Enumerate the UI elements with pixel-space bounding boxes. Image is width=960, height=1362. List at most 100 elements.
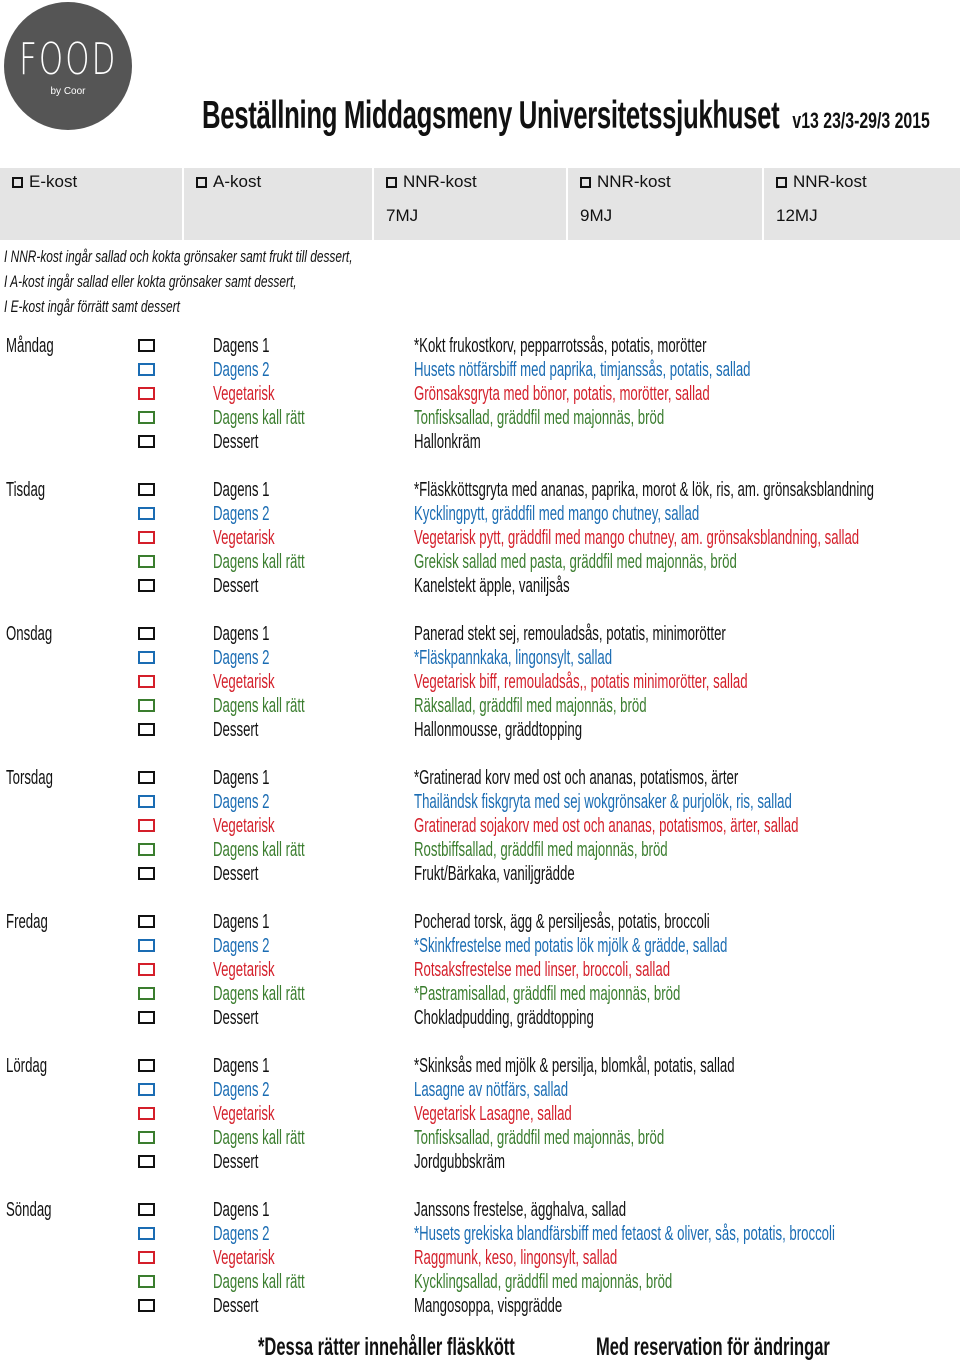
meal-category: Dagens kall rätt — [213, 983, 305, 1005]
order-checkbox[interactable] — [138, 651, 155, 664]
order-checkbox[interactable] — [138, 1131, 155, 1144]
order-checkbox[interactable] — [138, 795, 155, 808]
meal-category: Dagens 2 — [213, 647, 270, 669]
diet-option-a-kost[interactable]: A-kost — [184, 168, 374, 240]
meal-category: Dessert — [213, 1295, 259, 1317]
menu-row: Dagens 2 Kycklingpytt, gräddfil med mango… — [0, 502, 960, 526]
order-checkbox[interactable] — [138, 1251, 155, 1264]
order-checkbox[interactable] — [138, 1011, 155, 1024]
meal-category: Dagens 1 — [213, 623, 270, 645]
checkbox-icon[interactable] — [196, 176, 207, 188]
order-checkbox[interactable] — [138, 387, 155, 400]
order-checkbox[interactable] — [138, 963, 155, 976]
order-checkbox[interactable] — [138, 915, 155, 928]
menu-row: Torsdag Dagens 1 *Gratinerad korv med ost … — [0, 766, 960, 790]
dish-description: Kycklingsallad, gräddfil med majonnäs, b… — [414, 1271, 673, 1293]
meal-category: Dessert — [213, 431, 259, 453]
order-checkbox[interactable] — [138, 339, 155, 352]
order-checkbox[interactable] — [138, 939, 155, 952]
order-checkbox[interactable] — [138, 723, 155, 736]
day-block-5: Lördag Dagens 1 *Skinksås med mjölk & pers… — [0, 1054, 960, 1198]
dish-description: Vegetarisk Lasagne, sallad — [414, 1103, 572, 1125]
order-checkbox[interactable] — [138, 1155, 155, 1168]
meal-category: Dagens kall rätt — [213, 695, 305, 717]
food-logo: FOOD by Coor — [4, 2, 132, 130]
order-checkbox[interactable] — [138, 435, 155, 448]
order-checkbox[interactable] — [138, 675, 155, 688]
dish-description: Räksallad, gräddfil med majonnäs, bröd — [414, 695, 647, 717]
meal-category: Vegetarisk — [213, 383, 275, 405]
order-checkbox[interactable] — [138, 555, 155, 568]
menu-row: Vegetarisk Raggmunk, keso, lingonsylt, sa… — [0, 1246, 960, 1270]
order-checkbox[interactable] — [138, 1203, 155, 1216]
order-checkbox[interactable] — [138, 819, 155, 832]
meal-category: Dagens 1 — [213, 911, 270, 933]
diet-label: E-kost — [29, 172, 78, 191]
dish-description: Frukt/Bärkaka, vaniljgrädde — [414, 863, 575, 885]
day-name: Onsdag — [6, 623, 53, 645]
order-checkbox[interactable] — [138, 771, 155, 784]
menu-row: Dagens kall rätt Räksallad, gräddfil med… — [0, 694, 960, 718]
meal-category: Dagens 2 — [213, 503, 270, 525]
diet-notes: I NNR-kost ingår sallad och kokta grönsa… — [4, 244, 502, 319]
dish-description: *Kokt frukostkorv, pepparrotssås, potati… — [414, 335, 707, 357]
order-checkbox[interactable] — [138, 1107, 155, 1120]
order-checkbox[interactable] — [138, 363, 155, 376]
dish-description: Kanelstekt äpple, vaniljsås — [414, 575, 570, 597]
menu-row: Dessert Chokladpudding, gräddtopping — [0, 1006, 960, 1030]
meal-category: Vegetarisk — [213, 1247, 275, 1269]
day-block-1: Tisdag Dagens 1 *Fläskköttsgryta med anana… — [0, 478, 960, 622]
diet-option-nnr-9mj[interactable]: NNR-kost 9MJ — [568, 168, 764, 240]
meal-category: Dessert — [213, 575, 259, 597]
menu-row: Vegetarisk Rotsaksfrestelse med linser, b… — [0, 958, 960, 982]
meal-category: Dagens 1 — [213, 335, 270, 357]
meal-category: Dagens 2 — [213, 1079, 270, 1101]
reservation-note: Med reservation för ändringar — [596, 1333, 830, 1361]
order-checkbox[interactable] — [138, 867, 155, 880]
order-checkbox[interactable] — [138, 1083, 155, 1096]
checkbox-icon[interactable] — [12, 176, 23, 188]
checkbox-icon[interactable] — [386, 176, 397, 188]
order-checkbox[interactable] — [138, 627, 155, 640]
diet-energy: 12MJ — [776, 206, 818, 225]
order-checkbox[interactable] — [138, 843, 155, 856]
order-checkbox[interactable] — [138, 1275, 155, 1288]
day-block-2: Onsdag Dagens 1 Panerad stekt sej, remoula… — [0, 622, 960, 766]
order-checkbox[interactable] — [138, 987, 155, 1000]
dish-description: Vegetarisk biff, remouladsås,, potatis m… — [414, 671, 748, 693]
menu-row: Dagens 2 *Skinkfrestelse med potatis lök … — [0, 934, 960, 958]
checkbox-icon[interactable] — [776, 176, 787, 188]
meal-category: Dagens 1 — [213, 1199, 270, 1221]
menu-row: Dessert Hallonmousse, gräddtopping — [0, 718, 960, 742]
diet-option-nnr-7mj[interactable]: NNR-kost 7MJ — [374, 168, 568, 240]
meal-category: Dagens kall rätt — [213, 407, 305, 429]
order-checkbox[interactable] — [138, 1299, 155, 1312]
diet-option-nnr-12mj[interactable]: NNR-kost 12MJ — [764, 168, 960, 240]
menu-row: Vegetarisk Vegetarisk biff, remouladsås,,… — [0, 670, 960, 694]
order-checkbox[interactable] — [138, 579, 155, 592]
order-checkbox[interactable] — [138, 1059, 155, 1072]
menu-row: Dagens kall rätt *Pastramisallad, gräddfi… — [0, 982, 960, 1006]
day-name: Torsdag — [6, 767, 53, 789]
dish-description: *Gratinerad korv med ost och ananas, pot… — [414, 767, 739, 789]
diet-option-e-kost[interactable]: E-kost — [0, 168, 184, 240]
menu-row: Dagens kall rätt Rostbiffsallad, gräddfil… — [0, 838, 960, 862]
menu-row: Vegetarisk Vegetarisk pytt, gräddfil med … — [0, 526, 960, 550]
dish-description: Vegetarisk pytt, gräddfil med mango chut… — [414, 527, 860, 549]
menu-row: Vegetarisk Gratinerad sojakorv med ost oc… — [0, 814, 960, 838]
order-checkbox[interactable] — [138, 699, 155, 712]
menu-row: Dagens kall rätt Grekisk sallad med pasta… — [0, 550, 960, 574]
order-checkbox[interactable] — [138, 1227, 155, 1240]
meal-category: Vegetarisk — [213, 959, 275, 981]
diet-label: NNR-kost — [403, 172, 477, 191]
dish-description: Mangosoppa, vispgrädde — [414, 1295, 563, 1317]
order-checkbox[interactable] — [138, 507, 155, 520]
checkbox-icon[interactable] — [580, 176, 591, 188]
order-checkbox[interactable] — [138, 483, 155, 496]
order-checkbox[interactable] — [138, 531, 155, 544]
order-checkbox[interactable] — [138, 411, 155, 424]
menu-row: Vegetarisk Grönsaksgryta med bönor, potat… — [0, 382, 960, 406]
meal-category: Dagens kall rätt — [213, 1127, 305, 1149]
meal-category: Vegetarisk — [213, 1103, 275, 1125]
dish-description: *Husets grekiska blandfärsbiff med fetao… — [414, 1223, 835, 1245]
